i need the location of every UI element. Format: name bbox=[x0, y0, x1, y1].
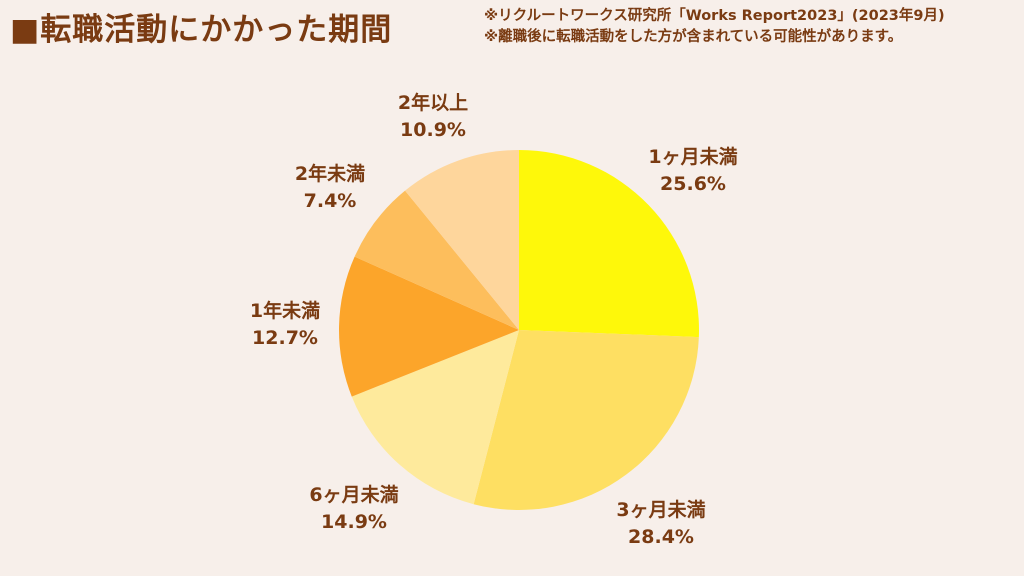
pie-slice bbox=[405, 150, 519, 330]
pie-slice bbox=[519, 150, 699, 338]
pie-slice bbox=[351, 330, 519, 505]
slice-label: 2年未満 bbox=[295, 162, 365, 185]
pie-slice bbox=[338, 256, 519, 397]
slice-value-label: 10.9% bbox=[400, 119, 466, 141]
slice-label: 2年以上 bbox=[398, 91, 468, 114]
pie-slice bbox=[473, 330, 699, 510]
slice-value-label: 25.6% bbox=[660, 173, 726, 195]
source-notes: ※リクルートワークス研究所「Works Report2023」(2023年9月)… bbox=[484, 6, 1014, 48]
disclaimer-note: ※離職後に転職活動をした方が含まれている可能性があります。 bbox=[484, 29, 903, 45]
source-note: ※リクルートワークス研究所「Works Report2023」(2023年9月) bbox=[484, 8, 945, 24]
slice-label: 1年未満 bbox=[250, 299, 320, 322]
slice-label: 3ヶ月未満 bbox=[616, 498, 705, 521]
slice-value-label: 28.4% bbox=[628, 526, 694, 548]
pie-slice bbox=[354, 190, 519, 330]
slice-label: 6ヶ月未満 bbox=[309, 483, 398, 506]
slice-value-label: 12.7% bbox=[252, 327, 318, 349]
page-title: ■転職活動にかかった期間 bbox=[10, 12, 393, 48]
slice-label: 1ヶ月未満 bbox=[648, 145, 737, 168]
slice-value-label: 14.9% bbox=[321, 511, 387, 533]
slice-value-label: 7.4% bbox=[304, 190, 357, 212]
